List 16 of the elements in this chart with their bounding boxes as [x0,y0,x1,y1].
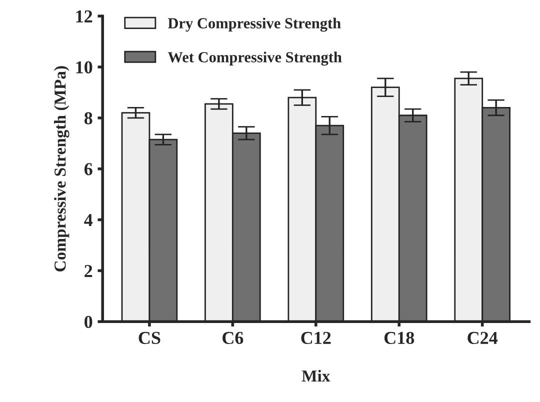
x-tick-label: C6 [222,332,244,344]
y-tick-label: 2 [84,264,92,277]
y-axis-title: Compressive Strength (MPa) [54,66,70,272]
legend-label: Wet Compressive Strength [168,52,342,66]
legend-label: Dry Compressive Strength [168,18,341,32]
x-tick-label: C12 [301,332,331,344]
x-tick-label: CS [138,332,160,344]
y-tick-label: 0 [84,316,92,328]
y-tick-label: 6 [84,163,92,176]
x-tick-label: C24 [468,332,498,344]
y-tick-label: 8 [84,112,92,124]
y-tick-label: 10 [76,61,92,74]
x-tick-label: C18 [384,332,414,344]
y-tick-label: 12 [76,10,92,22]
x-axis-title: Mix [302,370,330,382]
y-tick-label: 4 [84,214,93,226]
